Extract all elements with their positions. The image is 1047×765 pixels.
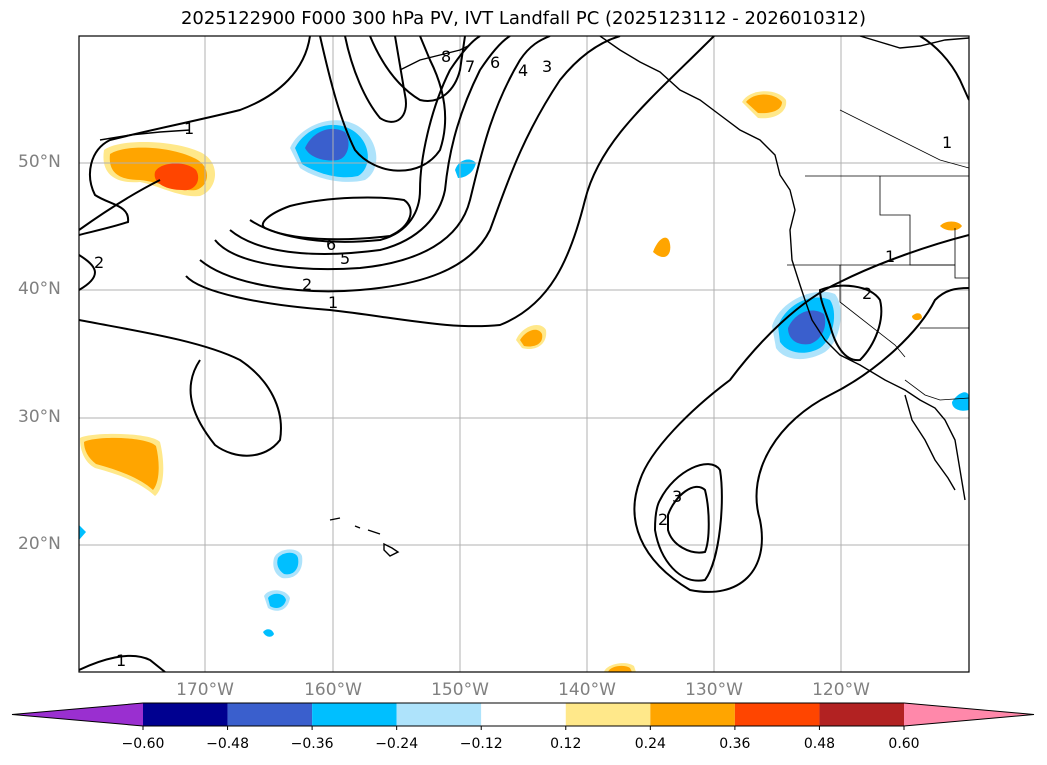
colorbar-tick-label: 0.12	[550, 736, 582, 752]
colorbar-tick-label: −0.48	[206, 736, 249, 752]
colorbar-tick-label: −0.24	[375, 736, 419, 752]
contour-line	[919, 36, 969, 101]
contour-line	[261, 196, 412, 241]
contour-label: 2	[302, 275, 312, 294]
contour-line	[79, 36, 311, 236]
colorbar-tick-label: −0.12	[459, 736, 503, 752]
contour-line	[319, 36, 447, 172]
colorbar-swatch	[650, 703, 735, 726]
colorbar-swatch	[819, 703, 904, 726]
contour-label: 3	[542, 57, 552, 76]
colorbar	[11, 702, 1035, 730]
contour-label: 2	[658, 510, 668, 529]
colorbar-swatch	[481, 703, 566, 726]
negative-anomaly	[788, 310, 826, 345]
colorbar-swatch	[734, 703, 820, 726]
negative-anomaly	[79, 525, 86, 540]
contour-line	[249, 36, 481, 243]
contour-line	[369, 36, 466, 102]
negative-anomaly	[263, 629, 274, 637]
positive-anomaly	[608, 665, 632, 672]
negative-anomaly	[277, 552, 299, 575]
contour-label: 1	[184, 119, 194, 138]
contour-line	[79, 179, 161, 231]
negative-anomaly	[305, 128, 349, 161]
positive-anomaly	[940, 221, 962, 231]
contour-labels: 8 7 6 4 3 1 2 6 5 2 1 1 2 2 3 1 1	[94, 47, 952, 670]
contour-label: 1	[885, 247, 895, 266]
contour-label: 7	[465, 57, 475, 76]
contour-line	[214, 36, 551, 271]
colorbar-swatch	[227, 703, 313, 726]
contour-label: 2	[862, 284, 872, 303]
positive-anomaly	[746, 94, 782, 114]
colorbar-extend-low	[12, 703, 143, 726]
negative-anomaly	[952, 392, 969, 411]
pv-contours	[79, 36, 969, 672]
lon-label-140w: 140°W	[558, 680, 616, 700]
lon-label-160w: 160°W	[304, 680, 362, 700]
negative-anomaly	[268, 593, 286, 608]
positive-anomaly	[520, 329, 543, 347]
map-title: 2025122900 F000 300 hPa PV, IVT Landfall…	[180, 8, 867, 29]
contour-line	[79, 254, 96, 291]
colorbar-swatch	[143, 703, 228, 726]
contour-line	[633, 234, 969, 593]
colorbar-swatch	[565, 703, 651, 726]
gridlines	[79, 36, 969, 672]
contour-label: 6	[490, 53, 500, 72]
contour-line	[344, 36, 407, 123]
contour-label: 1	[116, 651, 126, 670]
positive-anomaly	[653, 237, 671, 258]
colorbar-tick-label: −0.60	[121, 736, 165, 752]
negative-anomaly	[455, 159, 476, 178]
colorbar-tick-label: 0.60	[888, 736, 920, 752]
positive-anomaly	[912, 313, 922, 321]
lon-label-130w: 130°W	[685, 680, 743, 700]
colorbar-extend-high	[904, 703, 1034, 726]
contour-label: 6	[326, 235, 336, 254]
colorbar-tick-label: 0.48	[803, 736, 836, 752]
borders	[787, 109, 969, 401]
contour-label: 8	[441, 47, 451, 66]
positive-anomaly	[84, 437, 159, 490]
contour-line	[79, 654, 166, 672]
contour-label: 2	[94, 253, 104, 272]
contour-label: 4	[518, 61, 528, 80]
colorbar-swatch	[396, 703, 482, 726]
contour-line	[667, 485, 710, 554]
lat-label-40n: 40°N	[18, 279, 61, 299]
contour-label: 3	[672, 487, 682, 506]
contour-line	[79, 319, 282, 457]
contour-label: 1	[328, 293, 338, 312]
lat-label-20n: 20°N	[18, 534, 61, 554]
lon-label-120w: 120°W	[812, 680, 870, 700]
colorbar-tick-label: 0.24	[634, 736, 666, 752]
lon-label-170w: 170°W	[176, 680, 234, 700]
contour-line	[818, 284, 883, 362]
lat-label-30n: 30°N	[18, 407, 61, 427]
contour-line	[229, 36, 511, 255]
colorbar-tick-label: −0.36	[290, 736, 334, 752]
lat-label-50n: 50°N	[18, 152, 61, 172]
colorbar-tick-label: 0.36	[719, 736, 751, 752]
shaded-field	[79, 91, 969, 672]
lon-label-150w: 150°W	[431, 680, 489, 700]
colorbar-swatch	[312, 703, 397, 726]
contour-line	[185, 36, 715, 328]
plot-frame	[78, 35, 970, 673]
contour-label: 1	[942, 133, 952, 152]
contour-line	[199, 36, 621, 293]
contour-line	[653, 463, 723, 582]
positive-anomaly	[154, 163, 199, 191]
contour-label: 5	[340, 249, 350, 268]
